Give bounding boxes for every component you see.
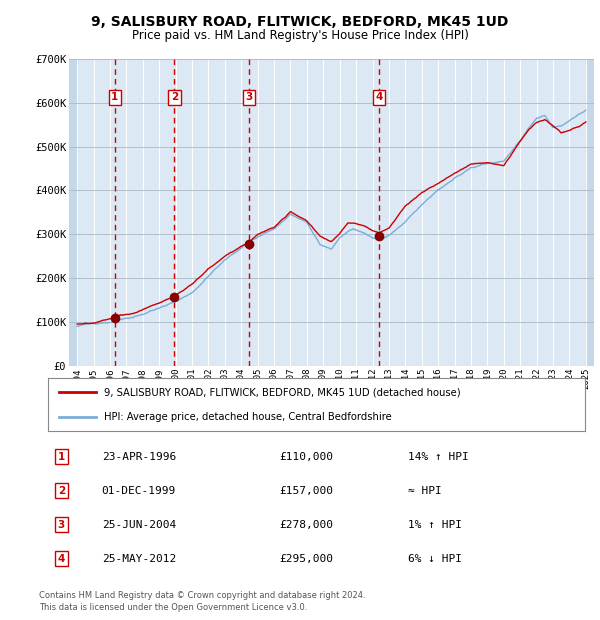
Text: Price paid vs. HM Land Registry's House Price Index (HPI): Price paid vs. HM Land Registry's House … [131, 29, 469, 42]
Text: 9, SALISBURY ROAD, FLITWICK, BEDFORD, MK45 1UD (detached house): 9, SALISBURY ROAD, FLITWICK, BEDFORD, MK… [104, 388, 461, 397]
Text: HPI: Average price, detached house, Central Bedfordshire: HPI: Average price, detached house, Cent… [104, 412, 392, 422]
Text: 1% ↑ HPI: 1% ↑ HPI [408, 520, 462, 529]
Text: 14% ↑ HPI: 14% ↑ HPI [408, 452, 469, 462]
Text: Contains HM Land Registry data © Crown copyright and database right 2024.: Contains HM Land Registry data © Crown c… [39, 591, 365, 600]
Text: 25-MAY-2012: 25-MAY-2012 [102, 554, 176, 564]
Text: 4: 4 [376, 92, 383, 102]
Text: 9, SALISBURY ROAD, FLITWICK, BEDFORD, MK45 1UD: 9, SALISBURY ROAD, FLITWICK, BEDFORD, MK… [91, 16, 509, 30]
Text: £278,000: £278,000 [279, 520, 333, 529]
Text: 2: 2 [171, 92, 178, 102]
Text: £295,000: £295,000 [279, 554, 333, 564]
Text: 6% ↓ HPI: 6% ↓ HPI [408, 554, 462, 564]
Text: ≈ HPI: ≈ HPI [408, 486, 442, 496]
Text: 1: 1 [58, 452, 65, 462]
Text: 23-APR-1996: 23-APR-1996 [102, 452, 176, 462]
Text: 4: 4 [58, 554, 65, 564]
Text: £110,000: £110,000 [279, 452, 333, 462]
Text: 25-JUN-2004: 25-JUN-2004 [102, 520, 176, 529]
Text: 3: 3 [245, 92, 253, 102]
Text: 3: 3 [58, 520, 65, 529]
Bar [69, 59, 77, 366]
Bar [586, 59, 594, 366]
Text: 01-DEC-1999: 01-DEC-1999 [102, 486, 176, 496]
Text: 1: 1 [112, 92, 119, 102]
Text: 2: 2 [58, 486, 65, 496]
Text: This data is licensed under the Open Government Licence v3.0.: This data is licensed under the Open Gov… [39, 603, 307, 612]
Text: £157,000: £157,000 [279, 486, 333, 496]
